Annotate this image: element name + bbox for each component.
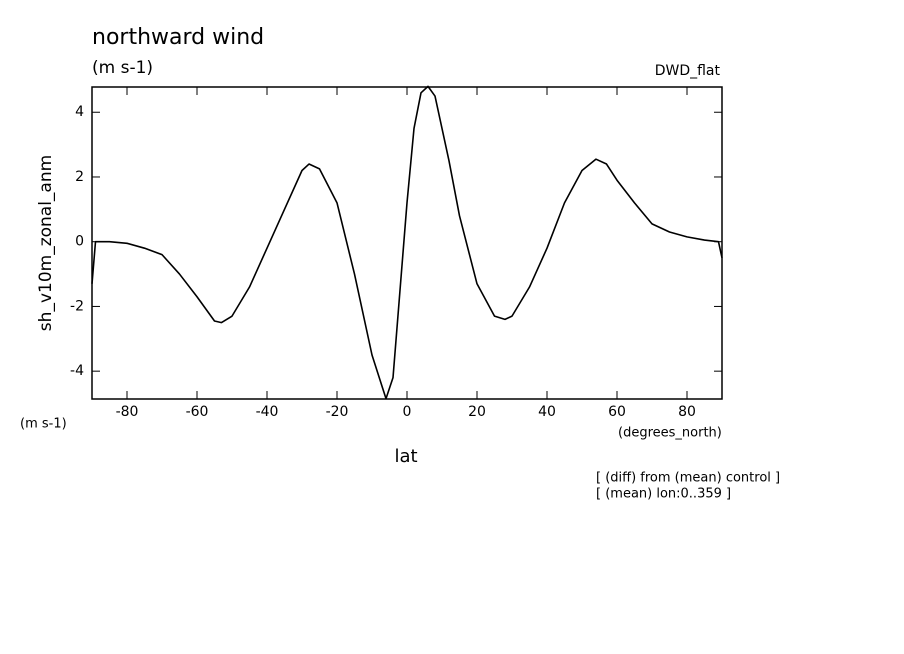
data-line (91, 85, 723, 400)
y-units: (m s-1) (20, 417, 67, 432)
plot-frame (91, 86, 723, 400)
x-tick-label: -20 (326, 404, 349, 420)
x-units: (degrees_north) (618, 426, 722, 441)
y-axis-label: sh_v10m_zonal_anm (36, 155, 56, 331)
x-tick-label: -40 (256, 404, 279, 420)
y-tick-label: -2 (70, 298, 84, 314)
y-tick-label: 4 (75, 104, 84, 120)
dataset-label: DWD_flat (655, 63, 721, 79)
x-tick-label: 20 (468, 404, 486, 420)
x-tick-label: 80 (678, 404, 696, 420)
x-tick-label: -80 (116, 404, 139, 420)
x-tick-label: 40 (538, 404, 556, 420)
x-tick-label: 0 (403, 404, 412, 420)
y-tick-label: 2 (75, 169, 84, 185)
x-axis-label: lat (394, 446, 417, 467)
x-tick-label: -60 (186, 404, 209, 420)
annotation: [ (mean) lon:0..359 ] (596, 487, 731, 502)
y-tick-label: -4 (70, 363, 84, 379)
chart-title: northward wind (92, 25, 264, 50)
x-tick-label: 60 (608, 404, 626, 420)
chart-subtitle: (m s-1) (92, 58, 153, 78)
annotation: [ (diff) from (mean) control ] (596, 471, 780, 486)
y-tick-label: 0 (75, 234, 84, 250)
